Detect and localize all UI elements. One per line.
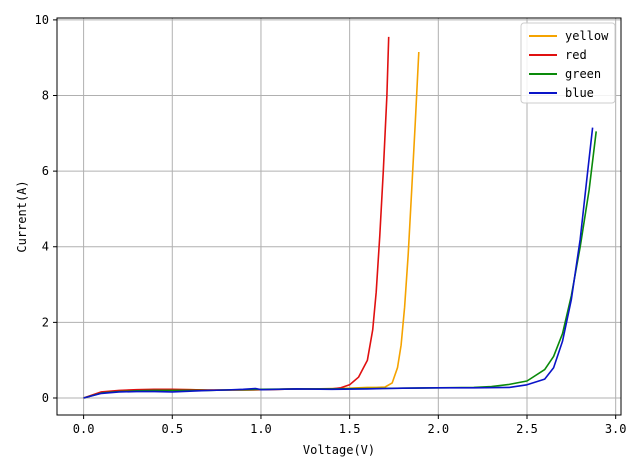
x-tick-label: 1.5 — [339, 422, 361, 436]
y-tick-label: 6 — [42, 164, 49, 178]
plot-frame — [56, 17, 622, 416]
y-tick-label: 10 — [35, 13, 49, 27]
grid — [57, 18, 621, 415]
x-tick-label: 3.0 — [605, 422, 627, 436]
legend-box — [520, 22, 616, 104]
x-tick-label: 1.0 — [250, 422, 272, 436]
x-tick-label: 2.5 — [516, 422, 538, 436]
y-axis-label: Current(A) — [15, 180, 29, 252]
legend-label-red: red — [565, 48, 587, 62]
series-line-blue — [83, 127, 594, 399]
x-tick-label: 0.0 — [73, 422, 95, 436]
y-tick-label: 2 — [42, 315, 49, 329]
y-tick-label: 4 — [42, 240, 49, 254]
ticks: 0.0 0.5 1.0 1.5 2.0 2.5 3.0 0 2 4 6 8 10 — [35, 13, 627, 436]
legend-label-yellow: yellow — [565, 29, 609, 43]
series-group — [83, 36, 597, 399]
x-tick-label: 2.0 — [427, 422, 449, 436]
legend-label-blue: blue — [565, 86, 594, 100]
legend: yellow red green blue — [520, 22, 616, 104]
x-axis-label: Voltage(V) — [303, 443, 375, 457]
y-tick-label: 8 — [42, 89, 49, 103]
y-tick-label: 0 — [42, 391, 49, 405]
legend-label-green: green — [565, 67, 601, 81]
x-tick-label: 0.5 — [161, 422, 183, 436]
